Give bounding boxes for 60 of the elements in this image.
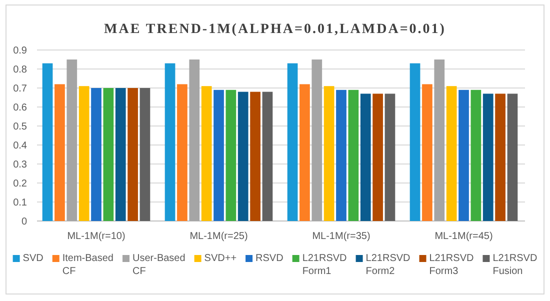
bar bbox=[470, 90, 482, 221]
bar bbox=[482, 94, 494, 221]
bar bbox=[250, 92, 260, 221]
bar bbox=[507, 94, 518, 221]
bar bbox=[262, 92, 273, 221]
x-tick-label: ML-1M(r=25) bbox=[190, 231, 248, 242]
legend-label: SVD bbox=[22, 253, 44, 264]
bar bbox=[372, 94, 383, 221]
legend-label: RSVD bbox=[256, 253, 284, 264]
bar bbox=[360, 94, 371, 221]
bar bbox=[410, 63, 420, 221]
bar bbox=[91, 88, 102, 221]
bar bbox=[164, 63, 176, 221]
bar bbox=[324, 86, 334, 221]
bar bbox=[201, 86, 212, 221]
bar bbox=[238, 92, 248, 221]
legend-label: L21RSVD Form2 bbox=[366, 253, 410, 277]
bar bbox=[458, 90, 469, 221]
bar bbox=[312, 60, 322, 221]
y-tick-label: 0.8 bbox=[13, 64, 28, 76]
bar bbox=[287, 63, 298, 221]
bar bbox=[54, 84, 65, 221]
x-tick-label: ML-1M(r=10) bbox=[67, 231, 126, 242]
x-tick-label: ML-1M(r=45) bbox=[434, 231, 493, 242]
bar bbox=[446, 86, 457, 221]
bar bbox=[495, 94, 506, 221]
bar bbox=[78, 86, 90, 221]
bar bbox=[103, 88, 114, 221]
legend-label: Item-Based CF bbox=[62, 253, 114, 277]
legend-label: L21RSVD Form1 bbox=[302, 253, 347, 277]
bar bbox=[300, 84, 310, 221]
y-tick-label: 0.9 bbox=[13, 46, 28, 56]
y-tick-label: 0 bbox=[21, 216, 28, 228]
bar bbox=[336, 90, 346, 221]
bar bbox=[348, 90, 359, 221]
bar bbox=[189, 60, 200, 221]
bar bbox=[226, 90, 236, 221]
x-tick-label: ML-1M(r=35) bbox=[312, 231, 370, 242]
y-tick-label: 0.1 bbox=[13, 198, 28, 208]
bar bbox=[128, 88, 138, 221]
y-tick-label: 0.2 bbox=[13, 178, 28, 190]
bar bbox=[384, 94, 396, 221]
y-tick-label: 0.5 bbox=[13, 122, 28, 132]
bar bbox=[177, 84, 188, 221]
y-tick-label: 0.3 bbox=[13, 160, 28, 170]
legend-label: L21RSVD Form3 bbox=[429, 253, 474, 277]
bar bbox=[140, 88, 150, 221]
bar bbox=[434, 60, 445, 221]
bar bbox=[66, 60, 78, 221]
legend-label: SVD++ bbox=[204, 253, 237, 264]
legend-label: L21RSVD Fusion bbox=[492, 253, 538, 277]
bar bbox=[422, 84, 432, 221]
y-tick-label: 0.7 bbox=[13, 84, 28, 94]
chart-title: MAE TREND-1M(ALPHA=0.01,LAMDA=0.01) bbox=[104, 22, 446, 37]
bar bbox=[214, 90, 224, 221]
bar bbox=[42, 63, 53, 221]
y-tick-label: 0.4 bbox=[13, 140, 28, 152]
bar bbox=[115, 88, 126, 221]
legend-label: User-Based CF bbox=[132, 253, 186, 277]
y-tick-label: 0.6 bbox=[13, 102, 28, 114]
